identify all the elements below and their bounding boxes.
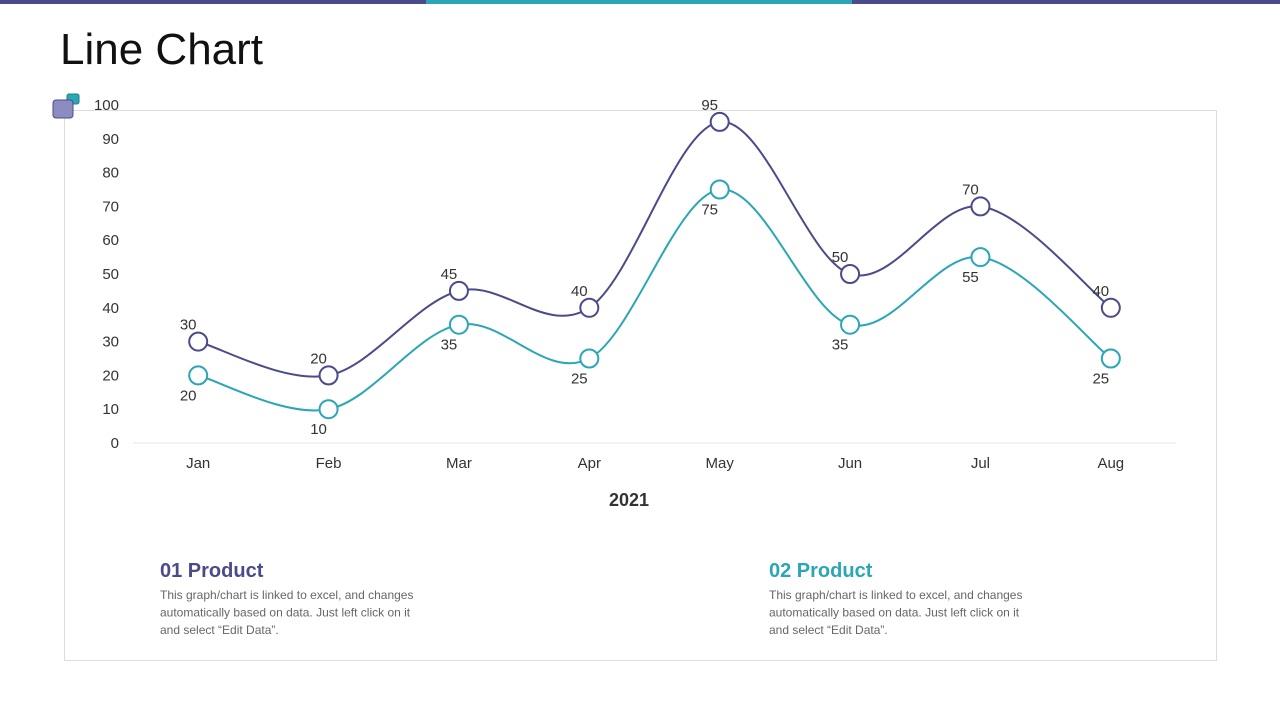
top-bar <box>0 0 426 4</box>
point <box>709 111 730 132</box>
data-label: 30 <box>180 317 197 334</box>
point <box>448 314 469 335</box>
y-tick-label: 90 <box>102 131 119 148</box>
point <box>579 297 600 318</box>
data-label: 25 <box>571 371 588 388</box>
data-label: 40 <box>571 283 588 300</box>
data-label: 25 <box>1092 371 1109 388</box>
point <box>709 179 730 200</box>
point <box>448 280 469 301</box>
data-label: 20 <box>310 350 327 367</box>
x-tick-label: Apr <box>578 455 601 472</box>
point <box>188 331 209 352</box>
point <box>579 348 600 369</box>
top-bar <box>426 0 852 4</box>
y-tick-label: 60 <box>102 232 119 249</box>
data-label: 45 <box>441 266 458 283</box>
x-tick-label: Jan <box>186 455 210 472</box>
point <box>1100 297 1121 318</box>
x-tick-label: Mar <box>446 455 472 472</box>
data-label: 55 <box>962 269 979 286</box>
y-tick-label: 80 <box>102 165 119 182</box>
point <box>970 247 991 268</box>
slide-title: Line Chart <box>60 25 263 74</box>
point <box>318 399 339 420</box>
legend-swatch <box>52 99 74 119</box>
x-tick-label: May <box>706 455 735 472</box>
y-tick-label: 50 <box>102 266 119 283</box>
data-label: 20 <box>180 387 197 404</box>
point <box>840 264 861 284</box>
product-heading: 02 Product <box>769 560 873 582</box>
point <box>840 314 861 335</box>
product-description: and select “Edit Data”. <box>160 623 279 637</box>
point <box>1100 348 1121 369</box>
point <box>318 365 339 386</box>
panel <box>64 110 1217 661</box>
data-label: 75 <box>701 202 718 219</box>
y-tick-label: 70 <box>102 198 119 215</box>
top-bar <box>852 0 1280 4</box>
x-axis-label: 2021 <box>609 490 649 510</box>
data-label: 50 <box>832 249 849 266</box>
line <box>197 188 1112 412</box>
product-description: and select “Edit Data”. <box>769 623 888 637</box>
data-label: 40 <box>1092 283 1109 300</box>
y-tick-label: 0 <box>111 435 119 452</box>
x-tick-label: Feb <box>316 455 342 472</box>
y-tick-label: 20 <box>102 367 119 384</box>
x-tick-label: Jun <box>838 455 862 472</box>
point <box>188 365 209 386</box>
point <box>970 196 991 217</box>
data-label: 35 <box>832 337 849 354</box>
product-description: This graph/chart is linked to excel, and… <box>160 588 413 602</box>
y-tick-label: 10 <box>102 401 119 418</box>
x-tick-label: Aug <box>1097 455 1124 472</box>
product-description: automatically based on data. Just left c… <box>160 606 411 620</box>
y-tick-label: 30 <box>102 334 119 351</box>
line <box>197 120 1112 378</box>
x-tick-label: Jul <box>971 455 990 472</box>
data-label: 70 <box>962 181 979 198</box>
data-label: 10 <box>310 421 327 438</box>
data-label: 95 <box>701 97 718 114</box>
product-description: This graph/chart is linked to excel, and… <box>769 588 1022 602</box>
y-tick-label: 100 <box>94 97 119 114</box>
data-label: 35 <box>441 337 458 354</box>
y-tick-label: 40 <box>102 300 119 317</box>
product-heading: 01 Product <box>160 560 264 582</box>
product-description: automatically based on data. Just left c… <box>769 606 1020 620</box>
